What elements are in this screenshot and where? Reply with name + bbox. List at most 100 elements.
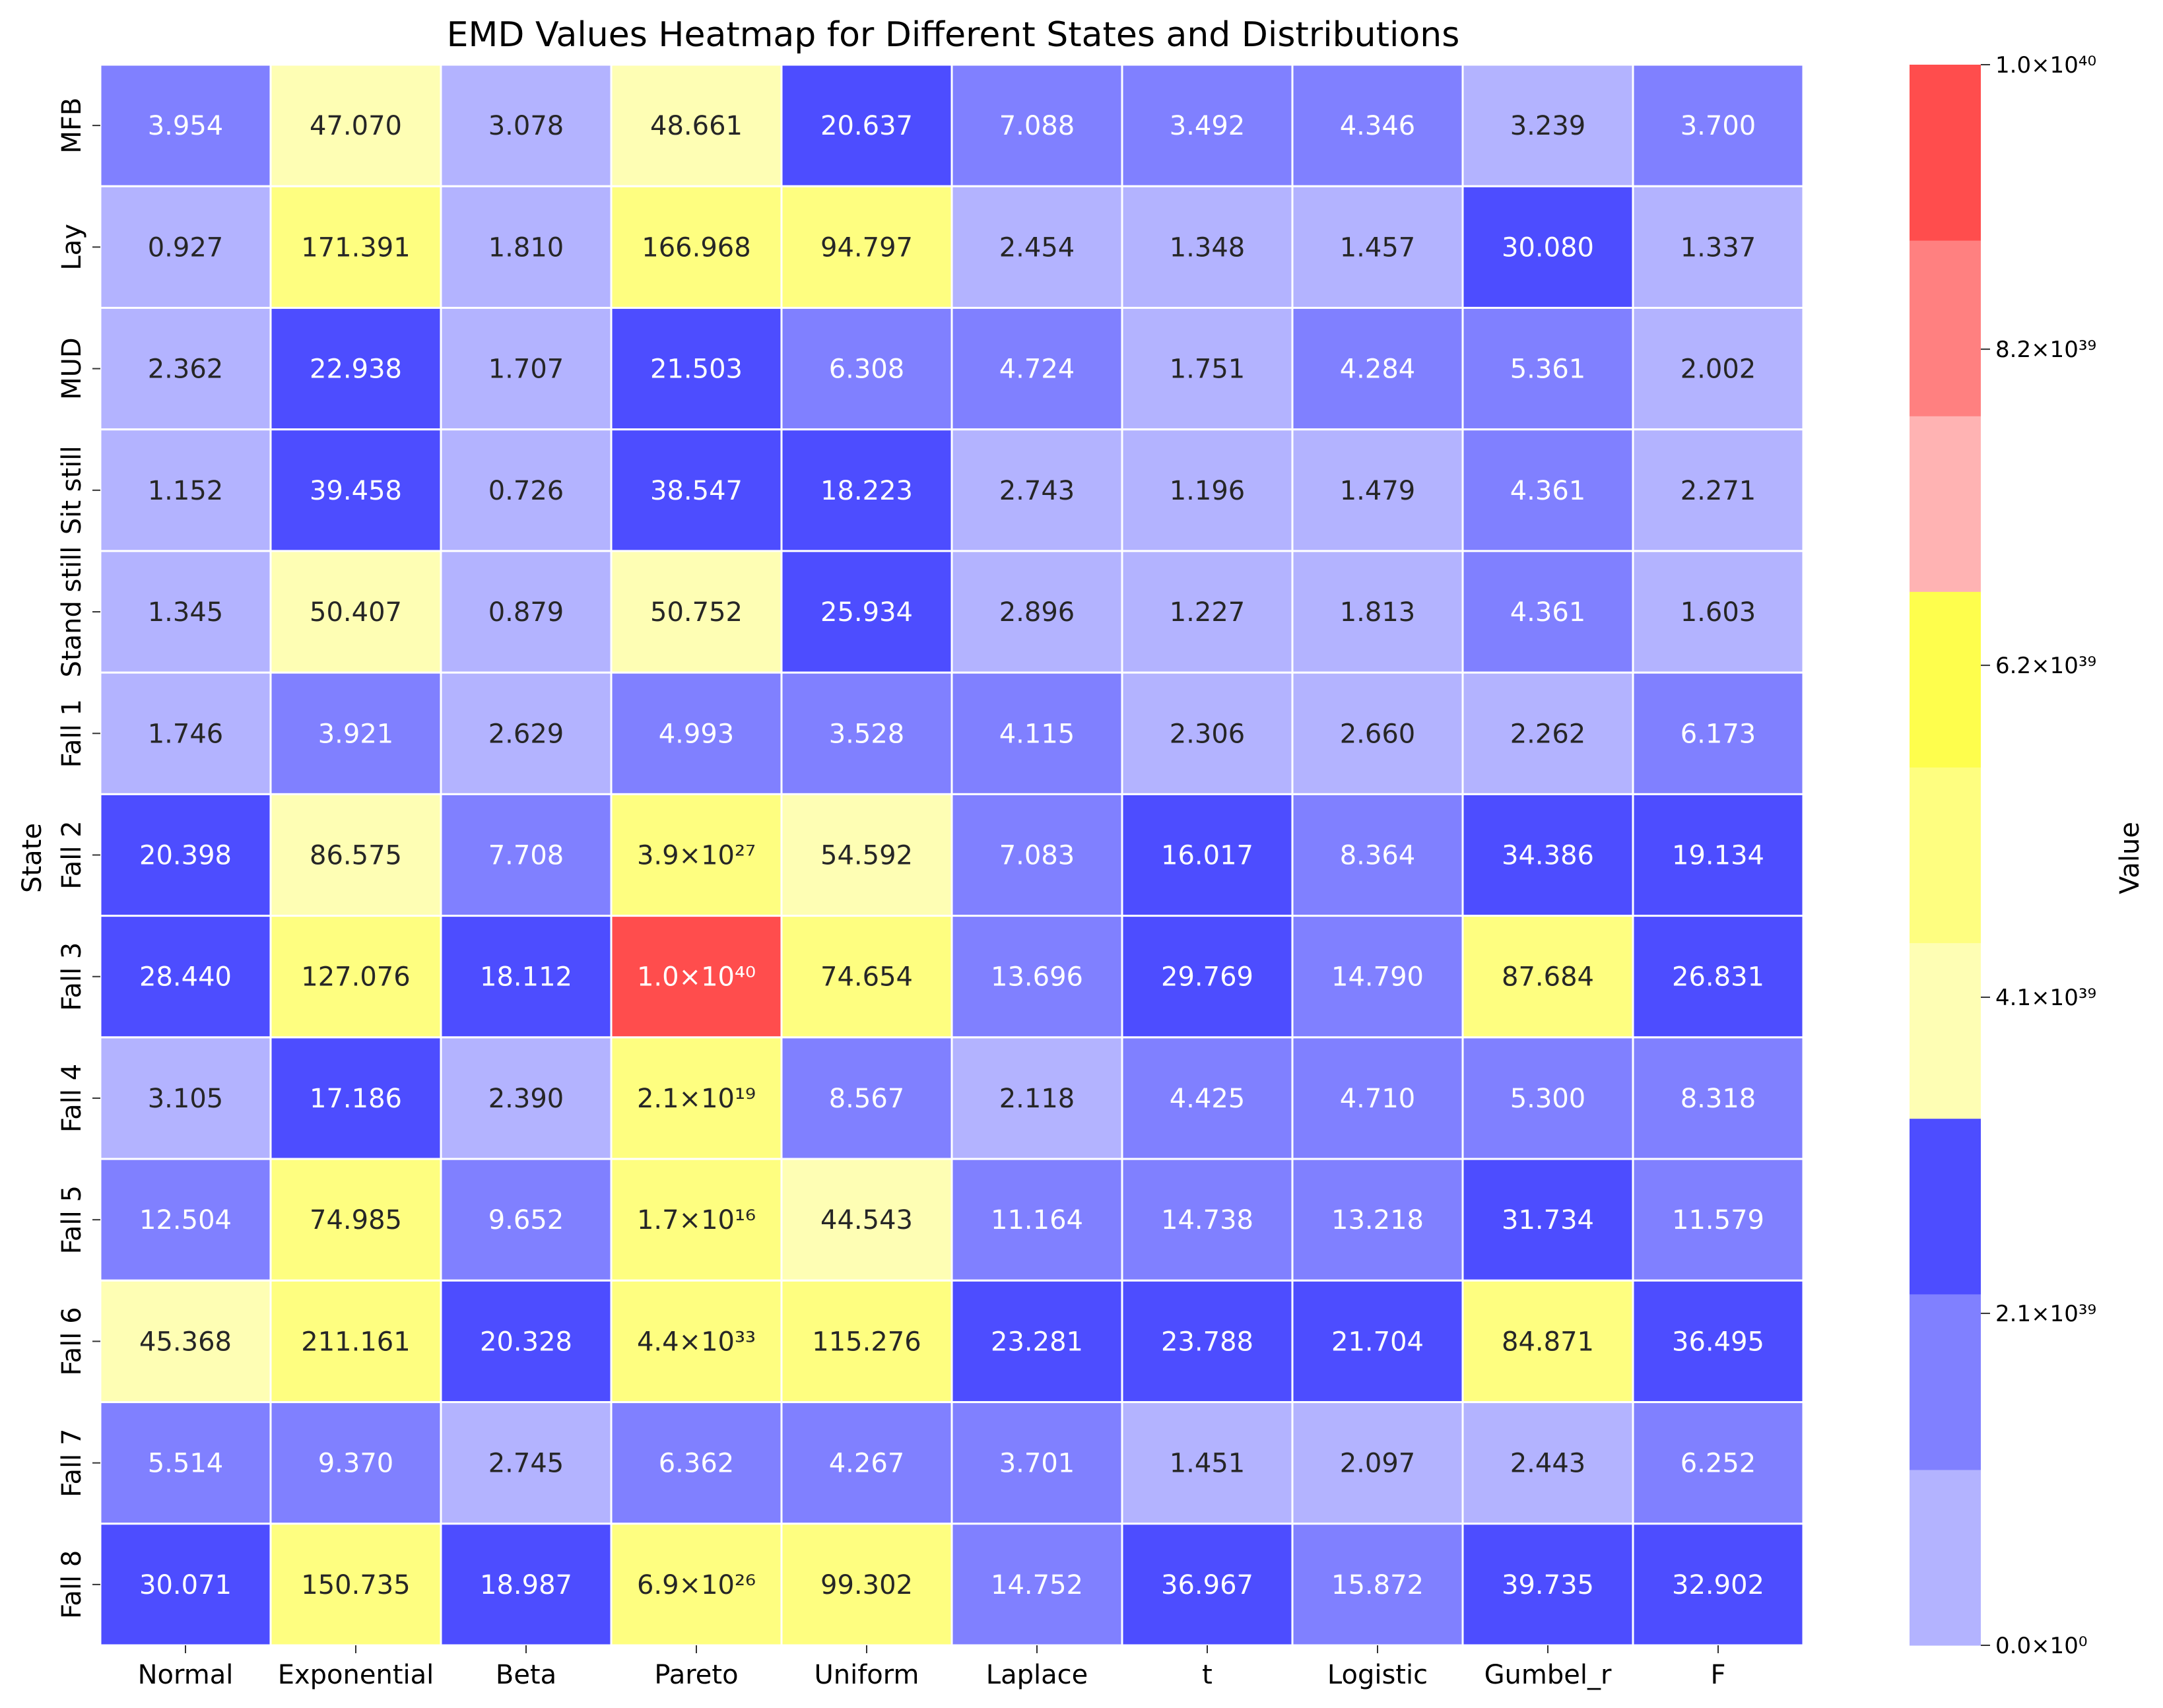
heatmap-cell bbox=[1291, 63, 1464, 187]
heatmap-cell bbox=[610, 1523, 783, 1647]
heatmap-cell bbox=[269, 550, 442, 674]
heatmap-cell bbox=[610, 1279, 783, 1404]
colorbar-segment bbox=[1910, 1294, 1981, 1470]
cell-value-label: 127.076 bbox=[301, 962, 410, 993]
heatmap-cell bbox=[1632, 1036, 1805, 1160]
heatmap-cell bbox=[440, 63, 613, 187]
cell-value-label: 4.361 bbox=[1510, 597, 1586, 628]
heatmap-cell bbox=[1121, 185, 1294, 309]
heatmap-cell bbox=[1632, 793, 1805, 917]
heatmap-cell bbox=[610, 1158, 783, 1282]
heatmap-cell bbox=[99, 1523, 272, 1647]
cell-value-label: 28.440 bbox=[139, 962, 232, 993]
cell-value-label: 9.370 bbox=[318, 1449, 394, 1479]
cell-value-label: 5.300 bbox=[1510, 1084, 1586, 1114]
cell-value-label: 15.872 bbox=[1331, 1570, 1424, 1600]
cell-value-label: 8.567 bbox=[829, 1084, 905, 1114]
heatmap-cell bbox=[1461, 1158, 1634, 1282]
cell-value-label: 2.745 bbox=[488, 1449, 564, 1479]
cell-value-label: 1.152 bbox=[148, 476, 224, 506]
cell-value-label: 166.968 bbox=[642, 232, 750, 263]
cell-value-label: 6.308 bbox=[829, 354, 905, 385]
y-tick-label: Fall 7 bbox=[57, 1429, 87, 1497]
heatmap-cell bbox=[780, 1158, 953, 1282]
cell-value-label: 4.4×10³³ bbox=[637, 1327, 756, 1357]
cell-value-label: 14.790 bbox=[1331, 962, 1424, 993]
cell-value-label: 14.752 bbox=[991, 1570, 1083, 1600]
cell-value-label: 150.735 bbox=[301, 1570, 410, 1600]
heatmap-cell bbox=[950, 185, 1123, 309]
heatmap-cell bbox=[780, 915, 953, 1039]
heatmap-cell bbox=[1461, 671, 1634, 795]
heatmap-cell bbox=[610, 793, 783, 917]
heatmap-cell bbox=[1632, 185, 1805, 309]
heatmap-cell bbox=[269, 1523, 442, 1647]
heatmap-cell bbox=[269, 306, 442, 431]
cell-value-label: 34.386 bbox=[1502, 841, 1594, 871]
x-tick-label: Exponential bbox=[278, 1660, 434, 1690]
cell-value-label: 2.660 bbox=[1340, 719, 1416, 749]
y-tick-label: Sit still bbox=[57, 445, 87, 535]
cell-value-label: 13.218 bbox=[1331, 1205, 1424, 1235]
heatmap-cell bbox=[950, 915, 1123, 1039]
cell-value-label: 3.078 bbox=[488, 111, 564, 141]
heatmap-cell bbox=[1291, 1036, 1464, 1160]
cell-value-label: 50.407 bbox=[310, 597, 402, 628]
cell-value-label: 1.810 bbox=[488, 232, 564, 263]
cell-value-label: 18.987 bbox=[480, 1570, 572, 1600]
heatmap-cell bbox=[99, 1158, 272, 1282]
cell-value-label: 1.751 bbox=[1170, 354, 1246, 385]
heatmap-cell bbox=[1461, 915, 1634, 1039]
cell-value-label: 19.134 bbox=[1672, 841, 1764, 871]
heatmap-cell bbox=[1121, 306, 1294, 431]
y-tick-label: Fall 1 bbox=[57, 699, 87, 768]
cell-value-label: 94.797 bbox=[820, 232, 913, 263]
heatmap-cell bbox=[1461, 185, 1634, 309]
colorbar-segment bbox=[1910, 416, 1981, 592]
y-tick-label: Fall 5 bbox=[57, 1185, 87, 1254]
cell-value-label: 4.993 bbox=[659, 719, 735, 749]
cell-value-label: 36.495 bbox=[1672, 1327, 1764, 1357]
cell-value-label: 3.9×10²⁷ bbox=[637, 841, 756, 871]
heatmap-cell bbox=[1632, 1158, 1805, 1282]
heatmap-cell bbox=[1291, 1523, 1464, 1647]
heatmap-cell bbox=[780, 1279, 953, 1404]
colorbar-tick-label: 0.0×10⁰ bbox=[1995, 1633, 2087, 1659]
x-tick-label: Normal bbox=[138, 1660, 234, 1690]
heatmap-cell bbox=[950, 1401, 1123, 1525]
heatmap-cell bbox=[99, 671, 272, 795]
x-tick-label: Beta bbox=[496, 1660, 556, 1690]
cell-value-label: 4.724 bbox=[999, 354, 1075, 385]
cell-value-label: 1.813 bbox=[1340, 597, 1416, 628]
cell-value-label: 18.112 bbox=[480, 962, 572, 993]
cell-value-label: 0.927 bbox=[148, 232, 224, 263]
x-tick-label: Logistic bbox=[1327, 1660, 1428, 1690]
cell-value-label: 2.118 bbox=[999, 1084, 1075, 1114]
heatmap-cell bbox=[1291, 793, 1464, 917]
cell-value-label: 25.934 bbox=[820, 597, 913, 628]
colorbar: 0.0×10⁰ 2.1×10³⁹ 4.1×10³⁹ 6.2×10³⁹ 8.2×10³⁹ 1… bbox=[1910, 52, 2096, 1659]
cell-value-label: 7.088 bbox=[999, 111, 1075, 141]
cell-value-label: 1.451 bbox=[1170, 1449, 1246, 1479]
heatmap-cell bbox=[1291, 915, 1464, 1039]
heatmap-cell bbox=[1291, 550, 1464, 674]
cell-value-label: 3.700 bbox=[1680, 111, 1756, 141]
heatmap-cell bbox=[1461, 1401, 1634, 1525]
chart-title: EMD Values Heatmap for Different States … bbox=[447, 15, 1460, 55]
cell-value-label: 14.738 bbox=[1161, 1205, 1253, 1235]
heatmap-cell bbox=[780, 306, 953, 431]
heatmap-cell bbox=[950, 428, 1123, 552]
cell-value-label: 8.364 bbox=[1340, 841, 1416, 871]
x-tick-label: Uniform bbox=[814, 1660, 919, 1690]
cell-value-label: 20.398 bbox=[139, 841, 232, 871]
heatmap-cell bbox=[1121, 550, 1294, 674]
cell-value-label: 11.164 bbox=[991, 1205, 1083, 1235]
y-tick-label: Lay bbox=[57, 224, 87, 270]
cell-value-label: 6.362 bbox=[659, 1449, 735, 1479]
heatmap-cell bbox=[950, 1158, 1123, 1282]
cell-value-label: 2.262 bbox=[1510, 719, 1586, 749]
heatmap-cell bbox=[1291, 1401, 1464, 1525]
cell-value-label: 44.543 bbox=[820, 1205, 913, 1235]
cell-value-label: 45.368 bbox=[139, 1327, 232, 1357]
colorbar-segment bbox=[1910, 767, 1981, 944]
